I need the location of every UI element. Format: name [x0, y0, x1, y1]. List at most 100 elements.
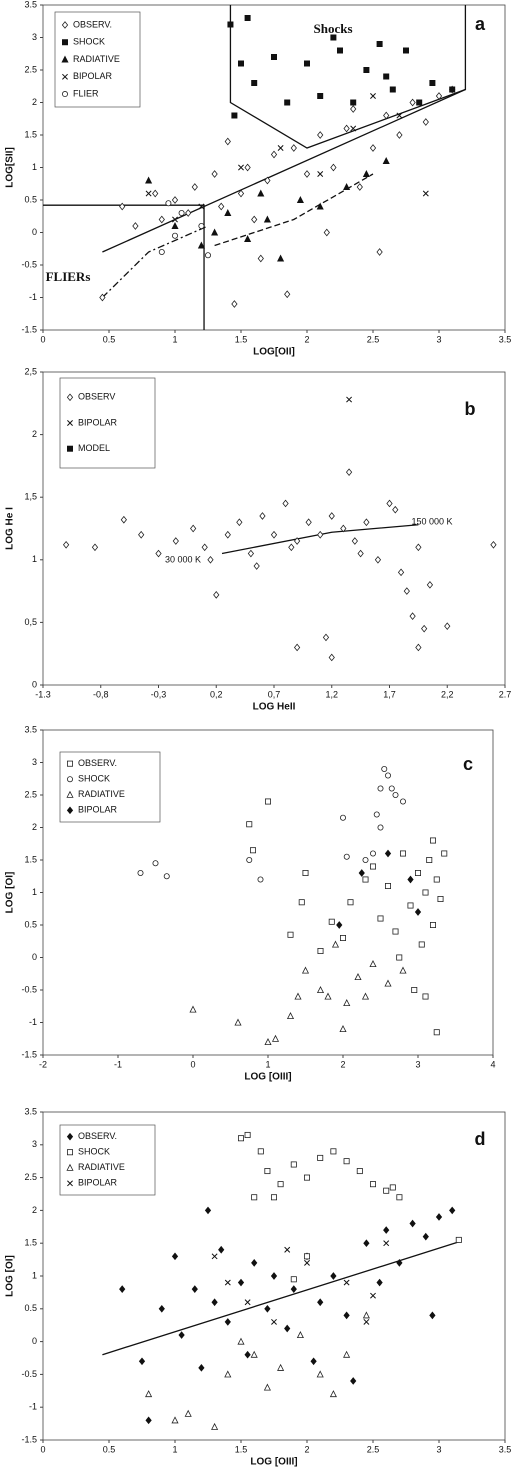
point: [374, 555, 382, 564]
point: [377, 915, 384, 922]
point: [422, 889, 429, 896]
point: [284, 99, 291, 106]
legend-marker: [66, 1132, 74, 1141]
panel-label: c: [463, 754, 473, 774]
point: [416, 99, 423, 106]
point: [317, 1154, 324, 1161]
y-axis-label: LOG He I: [5, 507, 16, 550]
point: [322, 633, 330, 642]
y-tick-label: 0.5: [24, 1303, 37, 1313]
point: [213, 591, 220, 599]
point: [257, 876, 264, 883]
point: [339, 814, 346, 821]
fit-line: [102, 88, 466, 253]
point: [362, 1311, 370, 1319]
point: [152, 189, 159, 198]
point: [323, 228, 330, 237]
point: [277, 1181, 284, 1188]
point: [328, 653, 335, 662]
point: [433, 876, 440, 883]
point: [350, 99, 357, 106]
point: [302, 870, 309, 877]
point: [145, 1416, 152, 1425]
point: [238, 164, 244, 171]
legend-marker: [67, 445, 74, 452]
point: [224, 209, 232, 216]
fit-line: [214, 173, 374, 247]
point: [316, 1370, 324, 1378]
point: [356, 1168, 363, 1175]
point: [270, 150, 278, 159]
point: [336, 921, 343, 929]
point: [264, 1038, 272, 1045]
point: [363, 1239, 370, 1248]
y-tick-label: 0,5: [24, 617, 37, 627]
point: [198, 222, 205, 229]
point: [152, 860, 159, 867]
point: [62, 540, 70, 549]
point: [224, 137, 231, 146]
point: [377, 824, 384, 831]
legend-label: OBSERV: [78, 392, 115, 402]
point: [171, 222, 179, 229]
point: [257, 189, 265, 197]
y-tick-label: 3.5: [24, 724, 37, 734]
point: [137, 870, 144, 877]
y-tick-label: -1.5: [21, 324, 37, 334]
point: [290, 1276, 297, 1283]
point: [284, 1324, 291, 1333]
legend-marker: [67, 1180, 73, 1187]
point: [350, 1377, 357, 1385]
point: [343, 853, 350, 860]
point: [237, 1337, 245, 1345]
point: [316, 986, 325, 993]
x-tick-label: 1.5: [235, 334, 248, 344]
point: [381, 766, 388, 773]
point: [437, 896, 444, 903]
y-tick-label: 3: [32, 32, 37, 42]
y-tick-label: -1.5: [21, 1434, 37, 1444]
y-tick-label: 1: [32, 162, 37, 172]
point: [171, 1252, 179, 1261]
point: [185, 209, 192, 217]
point: [407, 875, 414, 884]
point: [388, 785, 395, 792]
x-tick-label: 0: [40, 1444, 45, 1454]
point: [237, 1135, 244, 1142]
y-tick-label: 3.5: [24, 1106, 37, 1116]
x-tick-label: 0,2: [210, 689, 223, 699]
legend-label: OBSERV.: [78, 758, 117, 768]
point: [244, 1131, 251, 1138]
point: [277, 1363, 285, 1371]
y-tick-label: 2.5: [24, 789, 37, 799]
x-tick-label: 2: [304, 334, 309, 344]
y-tick-label: 2,5: [24, 366, 37, 376]
panel-label: b: [465, 399, 476, 419]
point: [396, 1194, 403, 1201]
point: [376, 41, 383, 48]
point: [271, 1318, 277, 1325]
point: [383, 111, 390, 120]
point: [358, 869, 365, 877]
y-tick-label: 1.5: [24, 854, 37, 864]
point: [236, 518, 243, 527]
point: [343, 1350, 351, 1358]
x-tick-label: 1.5: [235, 1444, 248, 1454]
point: [317, 131, 324, 139]
x-tick-label: -0,8: [93, 689, 109, 699]
point: [339, 1025, 347, 1032]
point: [369, 850, 376, 857]
point: [211, 228, 219, 236]
legend-marker: [62, 91, 69, 98]
legend-marker: [61, 55, 69, 63]
point: [298, 899, 305, 906]
y-tick-label: -1.5: [21, 1049, 37, 1059]
point: [363, 1318, 370, 1325]
y-tick-label: 2.5: [24, 1172, 37, 1182]
point: [383, 73, 390, 80]
point: [303, 60, 310, 67]
point: [293, 643, 301, 652]
point: [330, 163, 337, 172]
fit-line: [43, 204, 205, 330]
x-tick-label: 0,7: [268, 689, 281, 699]
